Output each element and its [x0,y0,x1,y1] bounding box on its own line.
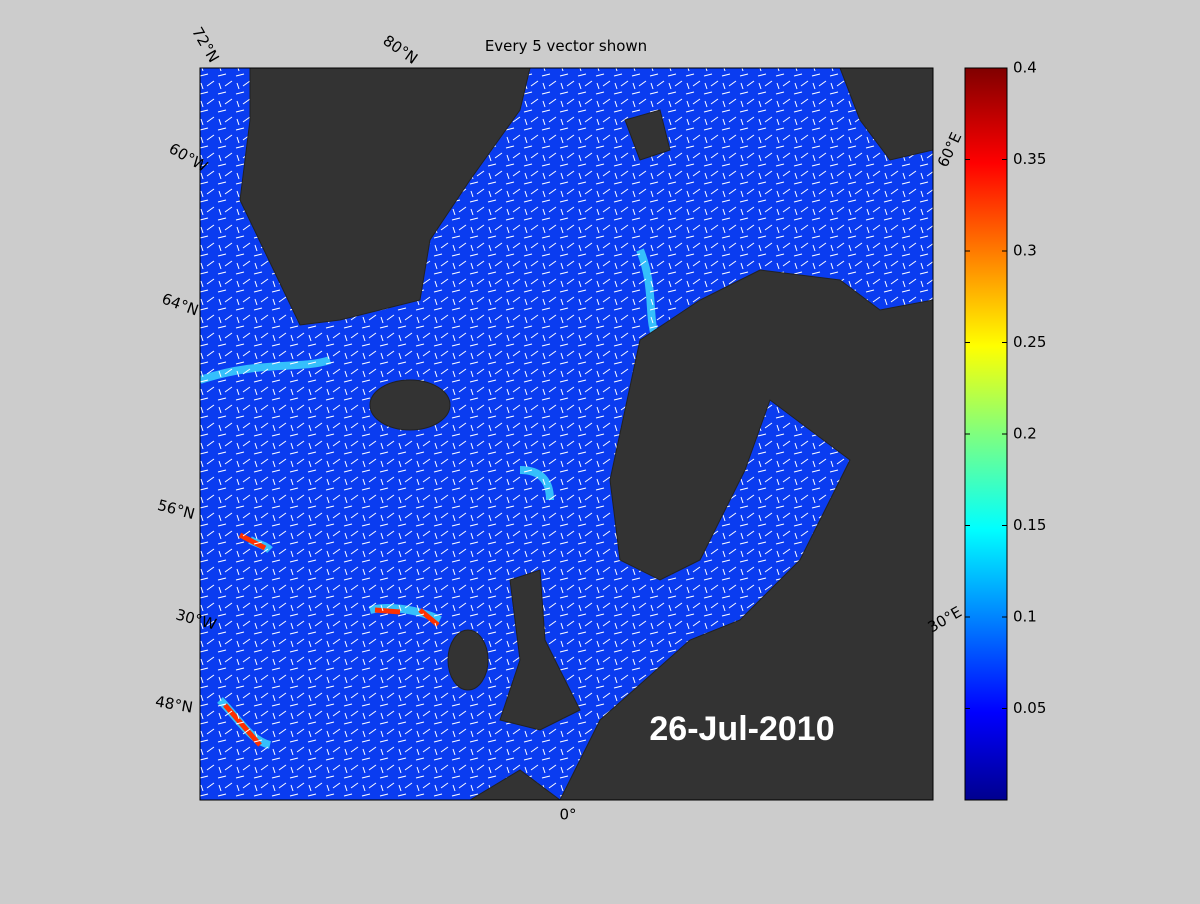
colorbar-tick-label: 0.4 [1013,59,1037,77]
colorbar-tick-label: 0.1 [1013,608,1037,626]
graticule-label: 0° [559,806,576,824]
land [239,68,933,800]
graticule-label: 48°N [154,692,194,716]
graticule-label: 80°N [380,31,421,67]
colorbar-tick-label: 0.35 [1013,150,1046,168]
graticule-label: 64°N [159,290,201,320]
graticule-label: 72°N [188,24,222,66]
date-label: 26-Jul-2010 [649,710,834,748]
colorbar-tick-label: 0.25 [1013,333,1046,351]
graticule-label: 56°N [156,496,197,523]
colorbar-tick-label: 0.05 [1013,699,1046,717]
colorbar-tick-label: 0.3 [1013,242,1037,260]
colorbar-tick-label: 0.15 [1013,516,1046,534]
map-title: Every 5 vector shown [485,37,647,55]
colorbar [964,67,1008,801]
map-frame [199,67,934,801]
colorbar-tick-label: 0.2 [1013,425,1037,443]
map [200,68,933,800]
graticule-label: 60°E [934,130,966,170]
